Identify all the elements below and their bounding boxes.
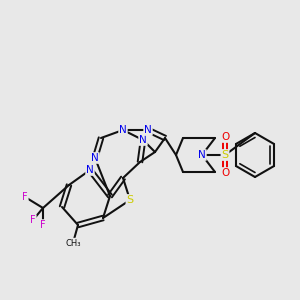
Text: S: S <box>221 150 229 160</box>
Text: N: N <box>198 150 206 160</box>
Text: N: N <box>91 153 99 163</box>
Text: O: O <box>221 168 229 178</box>
Text: N: N <box>144 125 152 135</box>
Text: F: F <box>30 215 36 225</box>
Text: O: O <box>221 132 229 142</box>
Text: N: N <box>86 165 94 175</box>
Text: F: F <box>40 220 46 230</box>
Text: F: F <box>22 192 28 202</box>
Text: N: N <box>119 125 127 135</box>
Text: S: S <box>126 195 134 205</box>
Text: CH₃: CH₃ <box>65 238 81 247</box>
Text: N: N <box>139 135 147 145</box>
